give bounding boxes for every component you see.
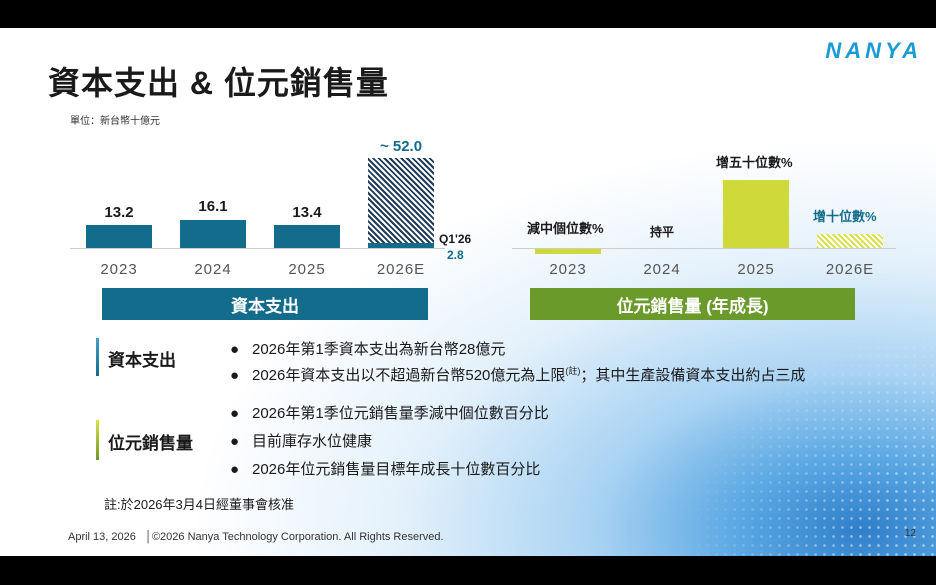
bits-year-2025: 2025: [737, 261, 775, 278]
bits-bullet-2: ● 目前庫存水位健康: [230, 430, 372, 451]
bits-section-marker: [96, 420, 99, 460]
bits-year-2024: 2024: [643, 261, 681, 278]
bullet-dot: ●: [230, 405, 240, 422]
capex-section-label: 資本支出: [108, 351, 176, 370]
bits-section-label: 位元銷售量: [108, 434, 193, 453]
bits-bar-2023: [535, 248, 601, 254]
capex-bullet-1: ● 2026年第1季資本支出為新台幣28億元: [230, 338, 505, 359]
capex-bar-2024: [180, 220, 246, 248]
capex-bar-2025: [274, 225, 340, 248]
capex-bar-2026e: [368, 158, 434, 245]
capex-header: 資本支出: [102, 288, 428, 320]
capex-bullet-1-text: 2026年第1季資本支出為新台幣28億元: [252, 341, 506, 358]
bits-bullet-3: ● 2026年位元銷售量目標年成長十位數百分比: [230, 458, 540, 479]
bullet-dot: ●: [230, 461, 240, 478]
bits-bullet-1-text: 2026年第1季位元銷售量季減中個位數百分比: [252, 405, 549, 422]
capex-value-2025: 13.4: [292, 204, 322, 221]
capex-year-2024: 2024: [194, 261, 232, 278]
capex-year-2025: 2025: [288, 261, 326, 278]
bullet-dot: ●: [230, 433, 240, 450]
nanya-logo: NANYA: [825, 38, 922, 63]
capex-year-2026e: 2026E: [376, 261, 426, 278]
page-number: 12: [904, 528, 916, 539]
capex-bar-q1-2026: [368, 243, 434, 248]
footnote: 註:於2026年3月4日經董事會核准: [104, 497, 294, 512]
bits-axis: [512, 248, 896, 249]
unit-label: 單位：新台幣十億元: [70, 116, 160, 127]
bits-label-2023: 減中個位數%: [527, 221, 604, 236]
capex-bullet-2-text: 2026年資本支出以不超過新台幣520億元為上限: [252, 367, 566, 384]
q1-label: Q1'26: [439, 232, 472, 246]
bits-bullet-2-text: 目前庫存水位健康: [252, 433, 373, 450]
capex-year-2023: 2023: [100, 261, 138, 278]
page-title: 資本支出 & 位元銷售量: [48, 65, 389, 101]
capex-axis: [70, 248, 445, 249]
bits-bullet-3-text: 2026年位元銷售量目標年成長十位數百分比: [252, 461, 541, 478]
bits-label-2026e: 增十位數%: [813, 209, 877, 224]
capex-section-marker: [96, 338, 99, 376]
bullet-dot: ●: [230, 341, 240, 358]
capex-value-2023: 13.2: [104, 204, 134, 221]
footer-date: April 13, 2026: [68, 531, 136, 543]
footnote-marker: (註): [565, 366, 581, 376]
bits-label-2025: 增五十位數%: [716, 155, 793, 170]
capex-value-2024: 16.1: [198, 198, 228, 215]
bullet-dot: ●: [230, 367, 240, 384]
slide: 資本支出 & 位元銷售量 NANYA 單位：新台幣十億元 13.2 16.1 1…: [0, 28, 936, 556]
bits-label-2024: 持平: [650, 225, 675, 239]
q1-value: 2.8: [447, 248, 464, 262]
capex-value-2026e: ~ 52.0: [379, 138, 423, 155]
bits-bar-2026e: [817, 234, 883, 248]
bits-bar-2025: [723, 180, 789, 248]
capex-bullet-2: ● 2026年資本支出以不超過新台幣520億元為上限(註)；其中生產設備資本支出約…: [230, 364, 805, 385]
footer: April 13, 2026 │©2026 Nanya Technology C…: [68, 531, 444, 543]
bits-year-2026e: 2026E: [825, 261, 875, 278]
capex-bar-2023: [86, 225, 152, 248]
bits-year-2023: 2023: [549, 261, 587, 278]
footer-copyright: │©2026 Nanya Technology Corporation. All…: [145, 531, 444, 543]
capex-bullet-2-tail: ；其中生產設備資本支出約占三成: [580, 367, 806, 384]
decorative-dots: [676, 316, 936, 556]
bits-bullet-1: ● 2026年第1季位元銷售量季減中個位數百分比: [230, 402, 549, 423]
bits-header: 位元銷售量 (年成長): [530, 288, 855, 320]
